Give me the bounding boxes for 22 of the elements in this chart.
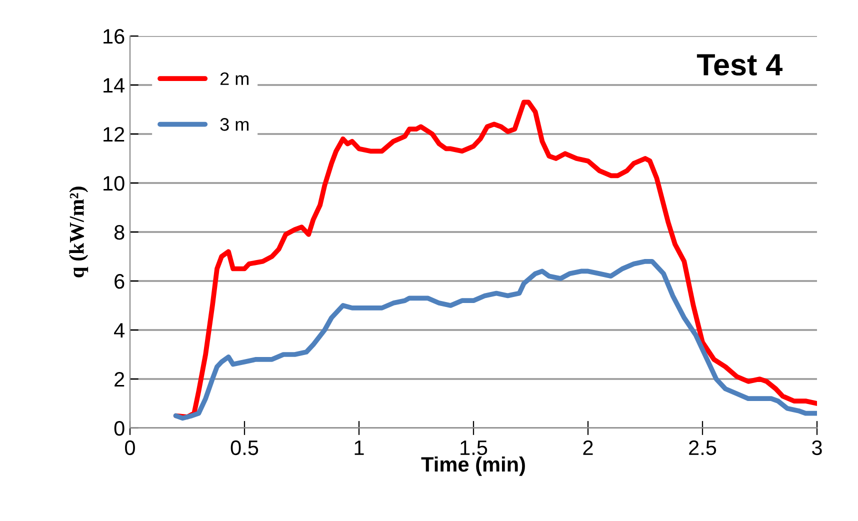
- x-tick-label: 0: [125, 440, 135, 456]
- y-tick-label: 12: [104, 127, 124, 142]
- y-axis-title: q (kW/m²): [69, 186, 88, 278]
- y-tick-label: 14: [104, 78, 125, 93]
- y-tick-label: 6: [114, 274, 124, 289]
- legend-label: 2 m: [220, 72, 248, 85]
- y-tick-label: 16: [104, 29, 124, 44]
- y-tick-label: 4: [114, 323, 125, 338]
- y-tick-label: 10: [104, 176, 124, 191]
- y-tick-label: 8: [114, 225, 124, 240]
- x-tick-label: 2.5: [689, 440, 716, 456]
- legend-label: 3 m: [220, 118, 248, 131]
- x-tick-label: 3: [812, 440, 822, 456]
- x-tick-label: 1: [354, 440, 364, 455]
- chart-title: Test 4: [696, 54, 782, 76]
- line-series: [173, 258, 817, 421]
- x-axis-title: Time (min): [421, 456, 525, 476]
- x-tick-label: 1.5: [460, 440, 488, 456]
- y-tick-label: 0: [114, 421, 124, 436]
- x-tick-label: 0.5: [230, 440, 258, 456]
- x-tick-label: 2: [583, 440, 593, 455]
- y-tick-label: 2: [114, 372, 124, 387]
